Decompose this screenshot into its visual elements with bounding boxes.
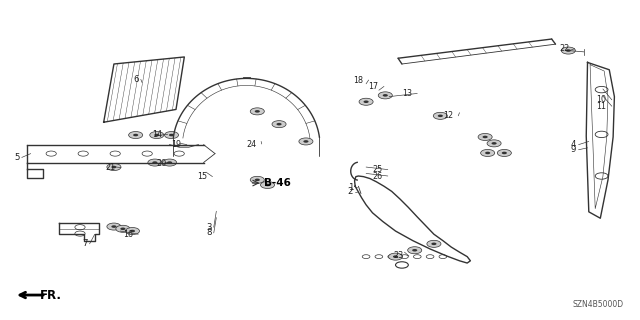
Circle shape	[250, 108, 264, 115]
Circle shape	[502, 152, 507, 154]
Circle shape	[497, 149, 511, 156]
Circle shape	[359, 98, 373, 105]
Text: 19: 19	[172, 140, 182, 149]
Circle shape	[276, 123, 282, 125]
Circle shape	[438, 115, 443, 117]
Circle shape	[485, 152, 490, 154]
Text: 12: 12	[443, 111, 453, 120]
Circle shape	[388, 253, 403, 260]
Circle shape	[111, 166, 116, 168]
Circle shape	[561, 47, 575, 54]
Circle shape	[169, 134, 174, 136]
Circle shape	[133, 134, 138, 136]
Circle shape	[125, 228, 140, 235]
Text: 10: 10	[596, 95, 607, 104]
Circle shape	[260, 181, 275, 188]
Circle shape	[566, 49, 571, 52]
Text: 17: 17	[369, 82, 379, 91]
Text: 18: 18	[353, 76, 364, 84]
Circle shape	[152, 161, 157, 164]
Text: 11: 11	[596, 102, 607, 111]
Circle shape	[483, 136, 488, 138]
Circle shape	[272, 121, 286, 128]
Circle shape	[120, 228, 125, 230]
Circle shape	[408, 247, 422, 254]
Circle shape	[129, 132, 143, 139]
Text: FR.: FR.	[40, 289, 61, 301]
Circle shape	[111, 225, 116, 228]
Circle shape	[431, 243, 436, 245]
Text: 13: 13	[402, 89, 412, 98]
Text: 1: 1	[348, 183, 353, 192]
Text: 7: 7	[82, 239, 88, 248]
Text: 23: 23	[394, 252, 404, 260]
Text: 26: 26	[372, 172, 383, 180]
Text: 25: 25	[372, 165, 383, 174]
Text: 4: 4	[571, 140, 577, 149]
Text: SZN4B5000D: SZN4B5000D	[573, 300, 624, 309]
Text: 22: 22	[559, 44, 570, 53]
Text: 16: 16	[123, 230, 133, 239]
Text: 3: 3	[206, 223, 212, 232]
Circle shape	[163, 159, 177, 166]
Text: B-46: B-46	[264, 178, 291, 188]
Circle shape	[393, 255, 398, 258]
Circle shape	[427, 240, 441, 247]
Circle shape	[492, 142, 497, 145]
Circle shape	[164, 132, 179, 139]
Text: 20: 20	[157, 159, 167, 168]
Circle shape	[150, 132, 164, 139]
Text: 24: 24	[246, 140, 257, 148]
Circle shape	[255, 110, 260, 113]
Text: 14: 14	[152, 130, 163, 139]
Circle shape	[412, 249, 417, 252]
Circle shape	[481, 149, 495, 156]
Circle shape	[250, 176, 264, 183]
Text: 5: 5	[14, 153, 20, 162]
Circle shape	[299, 138, 313, 145]
Circle shape	[130, 230, 135, 232]
Circle shape	[303, 140, 308, 143]
Text: 21: 21	[106, 163, 116, 172]
Circle shape	[167, 161, 172, 164]
Circle shape	[148, 159, 162, 166]
Circle shape	[154, 134, 159, 136]
Text: 6: 6	[133, 75, 139, 84]
Circle shape	[378, 92, 392, 99]
Text: 2: 2	[348, 188, 353, 196]
Circle shape	[107, 223, 121, 230]
Circle shape	[116, 225, 130, 232]
Circle shape	[478, 133, 492, 140]
Circle shape	[255, 179, 260, 181]
Circle shape	[433, 112, 447, 119]
Circle shape	[487, 140, 501, 147]
Circle shape	[383, 94, 388, 97]
Text: 9: 9	[571, 145, 576, 154]
Text: 15: 15	[197, 172, 207, 181]
Text: 8: 8	[206, 228, 212, 237]
Circle shape	[364, 100, 369, 103]
Circle shape	[265, 184, 270, 186]
Circle shape	[107, 164, 121, 171]
